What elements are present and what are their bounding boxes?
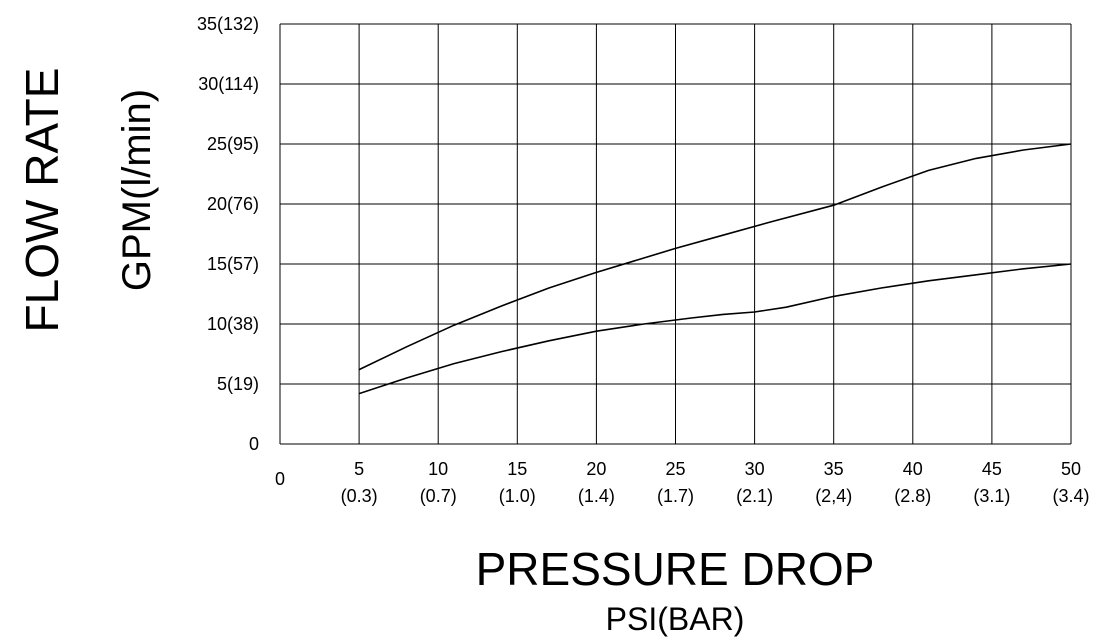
x-tick-label-2: 10 [428, 459, 448, 479]
y-tick-label-3: 15(57) [207, 254, 259, 274]
y-tick-label-4: 20(76) [207, 194, 259, 214]
x-tick-sublabel-8: (2.8) [894, 486, 931, 506]
y-tick-label-7: 35(132) [197, 14, 259, 34]
x-tick-label-6: 30 [745, 459, 765, 479]
x-tick-label-3: 15 [507, 459, 527, 479]
x-tick-sublabel-5: (1.7) [657, 486, 694, 506]
y-tick-label-5: 25(95) [207, 134, 259, 154]
x-tick-label-5: 25 [665, 459, 685, 479]
x-tick-sublabel-2: (0.7) [420, 486, 457, 506]
y-axis-units: GPM(l/min) [115, 89, 159, 291]
x-tick-label-1: 5 [354, 459, 364, 479]
x-tick-sublabel-4: (1.4) [578, 486, 615, 506]
y-tick-label-0: 0 [249, 434, 259, 454]
x-tick-sublabel-9: (3.1) [973, 486, 1010, 506]
y-tick-label-2: 10(38) [207, 314, 259, 334]
y-tick-label-1: 5(19) [217, 374, 259, 394]
grid [279, 23, 1072, 445]
x-tick-sublabel-1: (0.3) [341, 486, 378, 506]
x-tick-label-7: 35 [824, 459, 844, 479]
series-line-0 [358, 143, 1072, 371]
x-tick-label-0: 0 [275, 469, 285, 489]
x-tick-sublabel-3: (1.0) [499, 486, 536, 506]
y-axis-title: FLOW RATE [16, 68, 68, 333]
x-tick-label-10: 50 [1061, 459, 1081, 479]
x-tick-sublabel-6: (2.1) [736, 486, 773, 506]
x-tick-labels: 0 5 (0.3) 10 (0.7) 15 (1.0) 20 (1.4) 25 (1.7) 30 (2.… [275, 459, 1090, 506]
x-tick-sublabel-7: (2,4) [815, 486, 852, 506]
y-tick-label-6: 30(114) [198, 74, 259, 94]
y-tick-labels: 0 5(19) 10(38) 15(57) 20(76) 25(95) 30(114) 35(… [197, 14, 259, 454]
x-tick-label-9: 45 [982, 459, 1002, 479]
x-axis-title: PRESSURE DROP [476, 543, 875, 595]
x-axis-units: PSI(BAR) [606, 601, 745, 637]
series-line-1 [358, 263, 1072, 395]
curves [358, 143, 1072, 395]
x-tick-label-8: 40 [903, 459, 923, 479]
x-tick-label-4: 20 [586, 459, 606, 479]
x-tick-sublabel-10: (3.4) [1052, 486, 1089, 506]
